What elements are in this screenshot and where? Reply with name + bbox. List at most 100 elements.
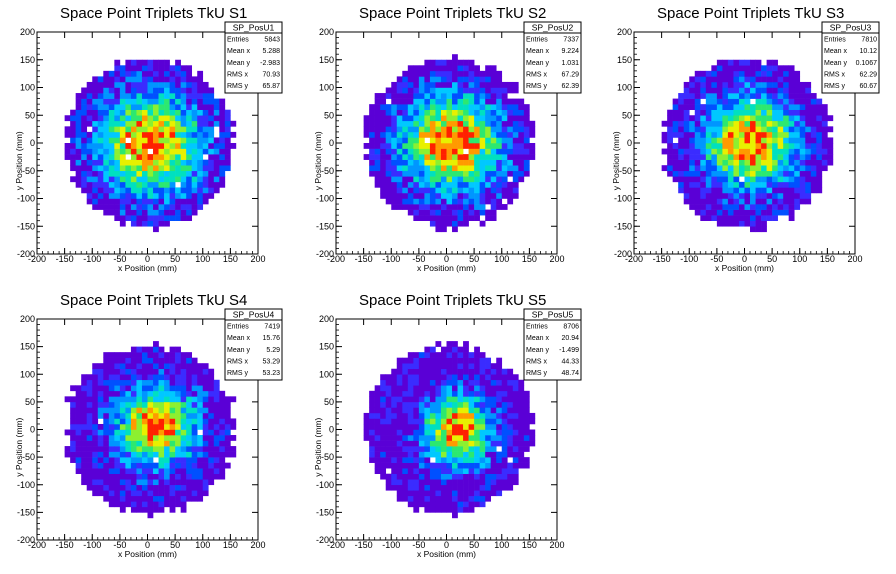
bin [219, 165, 226, 172]
bin [512, 115, 519, 122]
bin [86, 165, 93, 172]
bin [391, 418, 398, 425]
bin [153, 143, 159, 149]
bin [385, 143, 392, 149]
bin [783, 198, 789, 205]
bin [474, 98, 480, 105]
bin [512, 181, 519, 188]
bin [136, 220, 143, 227]
bin [202, 81, 209, 88]
bin [186, 390, 193, 397]
bin [766, 70, 773, 77]
bin [114, 176, 121, 183]
bin [97, 170, 104, 177]
bin [197, 379, 204, 386]
bin [733, 115, 740, 122]
bin [777, 181, 784, 188]
bin [738, 137, 745, 144]
bin [396, 479, 403, 486]
bin [219, 159, 226, 166]
bin [86, 412, 93, 419]
bin [440, 379, 447, 386]
bin [429, 357, 436, 364]
bin [130, 115, 137, 122]
bin [694, 70, 701, 77]
bin [136, 352, 143, 358]
bin [385, 423, 392, 430]
bin [429, 429, 436, 436]
bin [446, 390, 453, 397]
bin [766, 126, 773, 133]
bin [125, 379, 132, 386]
bin [485, 115, 492, 122]
bin [180, 81, 187, 88]
bin [474, 120, 480, 127]
bin [119, 423, 126, 430]
bin [810, 115, 817, 122]
bin [496, 98, 503, 105]
bin [429, 209, 436, 216]
bin [92, 176, 99, 183]
bin [683, 104, 690, 110]
bin [385, 390, 392, 397]
bin [197, 390, 204, 397]
bin [130, 401, 137, 408]
bin [446, 59, 453, 66]
bin [402, 495, 409, 502]
bin [413, 495, 420, 502]
bin [755, 143, 762, 149]
bin [380, 418, 387, 425]
bin [816, 120, 823, 127]
bin [153, 423, 159, 430]
bin [490, 429, 497, 436]
bin [507, 131, 514, 138]
bin [369, 154, 375, 160]
bin [689, 93, 696, 99]
bin [97, 93, 104, 99]
bin [761, 131, 767, 138]
bin [119, 70, 126, 77]
bin [164, 412, 170, 419]
bin [180, 192, 187, 199]
bin [667, 131, 673, 138]
bin [716, 215, 723, 221]
bin [396, 429, 403, 436]
bin [429, 435, 436, 441]
bin [175, 115, 181, 122]
bin [86, 98, 93, 105]
bin [716, 192, 723, 199]
bin [452, 126, 458, 133]
bin [197, 451, 204, 458]
bin [810, 170, 817, 177]
bin [799, 93, 806, 99]
bin [418, 490, 425, 497]
bin [457, 374, 464, 381]
bin [369, 435, 375, 441]
bin [463, 490, 469, 497]
bin [103, 170, 110, 177]
bin [164, 423, 170, 430]
bin [435, 137, 442, 144]
stats-value: 8706 [563, 324, 579, 331]
bin [197, 374, 204, 381]
stats-label: Mean y [526, 60, 549, 67]
bin [479, 435, 486, 441]
bin [164, 209, 170, 216]
bin [496, 468, 503, 475]
bin [125, 479, 132, 486]
bin [97, 473, 104, 480]
bin [490, 418, 497, 425]
bin [169, 506, 176, 513]
bin [485, 198, 492, 205]
bin [733, 126, 740, 133]
y-tick-label: -100 [316, 194, 334, 204]
bin [197, 93, 204, 99]
bin [92, 109, 99, 116]
bin [672, 165, 679, 172]
bin [468, 501, 475, 508]
bin [452, 226, 458, 233]
bin [136, 379, 143, 386]
bin [507, 143, 514, 149]
bin [479, 440, 486, 447]
